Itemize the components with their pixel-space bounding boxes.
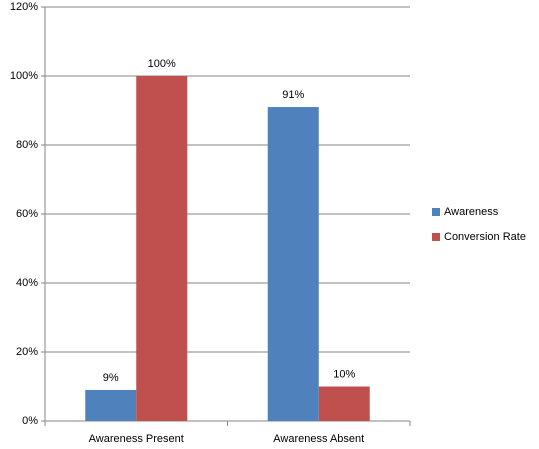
value-label: 9% [103, 372, 119, 384]
bar [267, 107, 319, 422]
y-tick-label: 40% [16, 277, 38, 289]
y-tick-label: 0% [22, 415, 38, 427]
value-label: 10% [333, 368, 355, 380]
value-label: 91% [282, 89, 304, 101]
y-tick-label: 100% [10, 70, 38, 82]
legend-label: Conversion Rate [444, 231, 526, 243]
bar [318, 386, 370, 421]
bar [136, 76, 188, 421]
legend-swatch [432, 233, 440, 241]
y-tick-label: 60% [16, 208, 38, 220]
x-tick-label: Awareness Absent [273, 433, 364, 445]
legend-swatch [432, 208, 440, 216]
value-label: 100% [148, 58, 176, 70]
bar [85, 389, 137, 421]
y-tick-label: 20% [16, 346, 38, 358]
legend-label: Awareness [444, 206, 499, 218]
y-tick-label: 80% [16, 139, 38, 151]
x-tick-label: Awareness Present [89, 433, 184, 445]
y-tick-label: 120% [10, 1, 38, 13]
